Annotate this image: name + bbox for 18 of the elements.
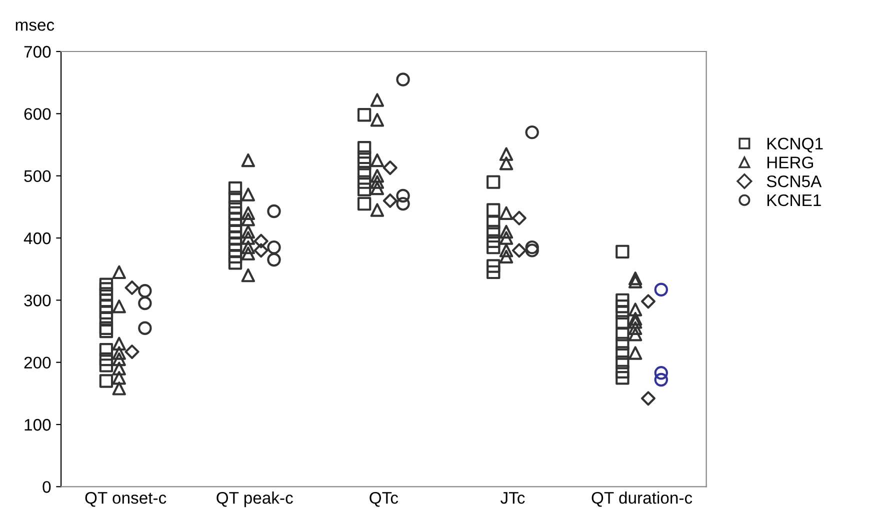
y-tick-label: 700: [24, 46, 51, 58]
y-tick-label: 0: [42, 481, 51, 493]
y-tick-label: 300: [24, 294, 51, 306]
legend-label: KCNE1: [767, 194, 821, 206]
y-tick-label: 200: [24, 356, 51, 369]
x-tick-label: JTc: [500, 492, 525, 504]
y-tick-label: 100: [24, 418, 51, 431]
legend-label: HERG: [767, 156, 814, 168]
x-tick-label: QT duration-c: [592, 492, 692, 507]
x-tick-label: QTc: [370, 492, 398, 507]
x-tick-label: QT onset-c: [85, 492, 166, 507]
y-tick-label: 600: [24, 108, 51, 120]
y-axis-title: msec: [16, 22, 54, 31]
y-tick-label: 500: [24, 170, 51, 182]
legend-label: SCN5A: [766, 175, 822, 188]
y-tick-label: 400: [24, 232, 51, 244]
x-tick-label: QT peak-c: [216, 492, 293, 508]
legend-label: KCNQ1: [767, 138, 823, 153]
